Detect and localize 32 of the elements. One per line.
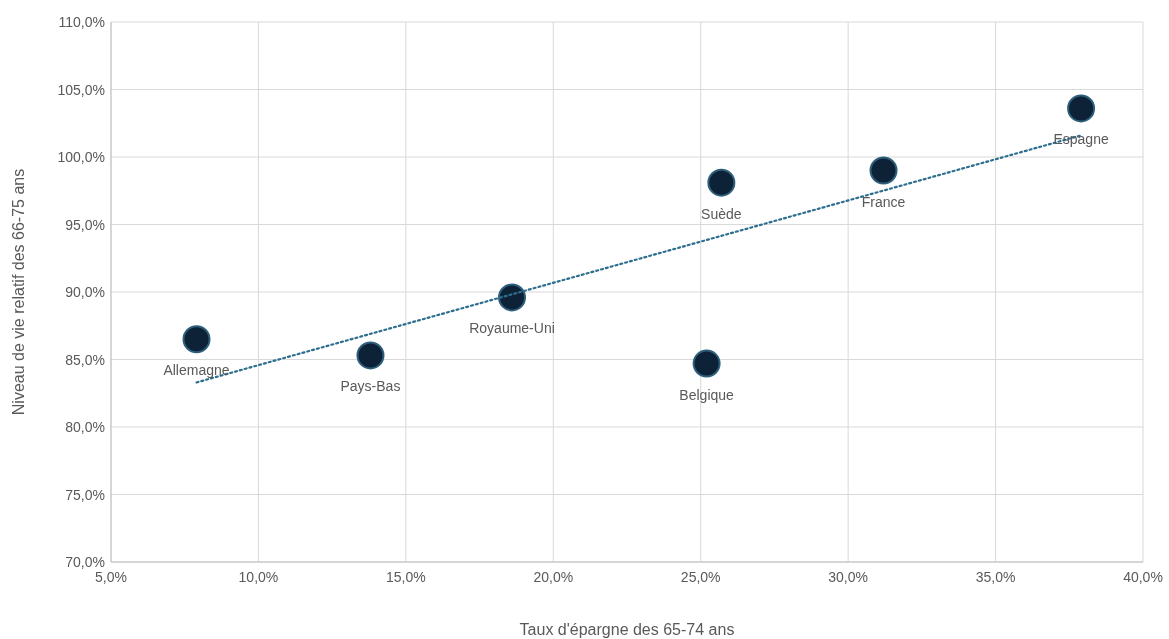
x-tick-label: 20,0%	[533, 569, 574, 585]
annotation: Allemagne	[163, 362, 230, 379]
y-tick-label: 80,0%	[65, 419, 105, 435]
point	[182, 325, 211, 354]
y-tick-label: 95,0%	[65, 216, 105, 233]
annotation: Suède	[701, 205, 742, 222]
y-tick-label: 105,0%	[57, 81, 105, 98]
x-tick-label: 40,0%	[1123, 569, 1163, 585]
point	[1067, 94, 1096, 123]
y-tick-label: 75,0%	[65, 486, 105, 503]
annotation: Royaume-Uni	[469, 320, 555, 337]
point	[356, 341, 385, 370]
y-tick-label: 100,0%	[57, 149, 105, 165]
y-tick-label: 110,0%	[58, 14, 105, 30]
point	[692, 349, 721, 378]
x-tick-label: 35,0%	[975, 569, 1016, 585]
y-axis-title: Niveau de vie relatif des 66-75 ans	[10, 168, 27, 416]
x-tick-label: 15,0%	[386, 569, 426, 585]
y-tick-label: 85,0%	[65, 351, 105, 368]
annotation: Pays-Bas	[340, 378, 401, 395]
y-tick-label: 90,0%	[65, 284, 105, 300]
x-axis-title: Taux d'épargne des 65-74 ans	[519, 621, 735, 638]
point	[498, 283, 527, 312]
annotation: France	[861, 193, 906, 210]
y-tick-label: 70,0%	[65, 554, 105, 570]
annotation: Belgique	[679, 386, 735, 403]
point	[707, 168, 736, 197]
point	[869, 156, 898, 185]
x-tick-label: 5,0%	[95, 569, 127, 585]
x-tick-label: 30,0%	[828, 569, 868, 585]
x-tick-label: 10,0%	[238, 569, 279, 585]
x-tick-label: 25,0%	[680, 569, 721, 585]
